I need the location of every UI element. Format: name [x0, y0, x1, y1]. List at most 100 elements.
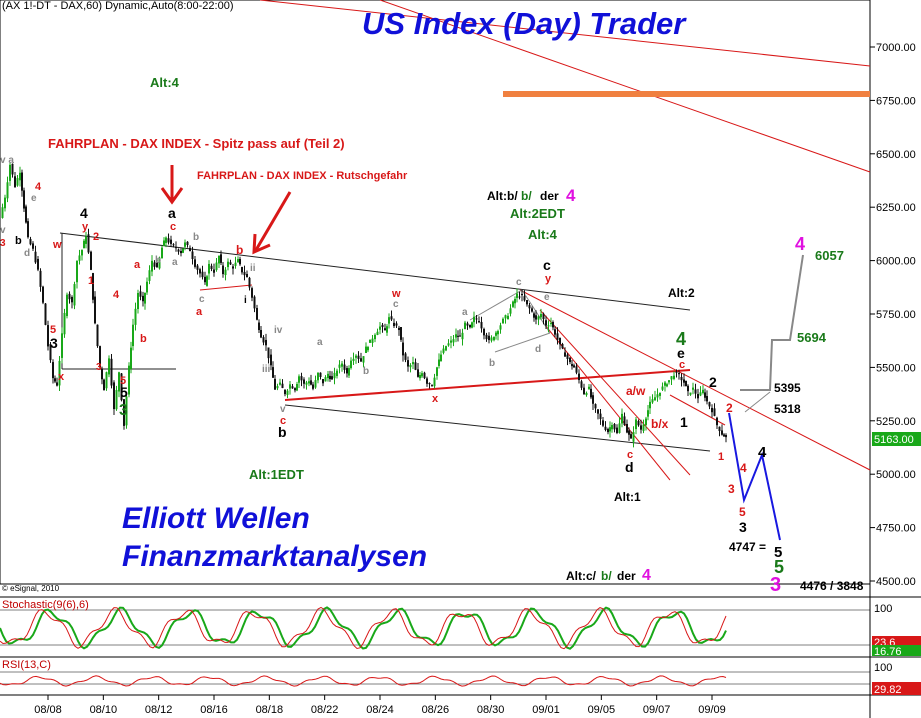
candle-body — [725, 434, 727, 438]
svg-text:4: 4 — [795, 234, 805, 254]
candle-body — [49, 344, 52, 361]
candle-body — [213, 269, 215, 273]
candle-body — [130, 347, 132, 370]
candle-body — [621, 413, 623, 424]
candle-body — [327, 373, 329, 379]
rsi-line — [0, 675, 727, 687]
svg-text:a/w: a/w — [626, 384, 646, 398]
candle-body — [428, 383, 431, 385]
candle-body — [457, 335, 459, 337]
svg-text:der: der — [617, 569, 636, 583]
svg-text:6057: 6057 — [815, 248, 844, 263]
candle-body — [659, 392, 661, 396]
candle-body — [186, 241, 189, 246]
candle-body — [163, 240, 165, 246]
candle-body — [656, 394, 659, 398]
candle-body — [298, 376, 300, 383]
candle-body — [355, 355, 357, 358]
candle-body — [108, 358, 110, 375]
branding: Elliott Wellen Finanzmarktanalysen — [122, 500, 427, 576]
candle-body — [229, 262, 232, 265]
svg-text:w: w — [52, 239, 62, 251]
svg-text:4: 4 — [676, 329, 686, 349]
candle-body — [76, 260, 78, 283]
candle-body — [279, 382, 281, 385]
candle-body — [189, 247, 191, 252]
candle-body — [580, 381, 583, 388]
svg-text:Alt:2EDT: Alt:2EDT — [510, 206, 565, 221]
candle-body — [635, 419, 637, 430]
y-tick-label: 5750.00 — [876, 309, 916, 321]
svg-text:5: 5 — [50, 324, 56, 336]
candle-body — [559, 337, 561, 345]
x-tick-label: 09/01 — [532, 704, 560, 716]
candle-body — [134, 308, 137, 325]
candle-body — [142, 295, 144, 302]
candle-body — [371, 338, 374, 343]
candle-body — [348, 368, 350, 376]
candle-body — [642, 424, 645, 431]
candle-body — [376, 331, 379, 335]
candle-body — [16, 178, 19, 186]
y-tick-label: 6250.00 — [876, 202, 916, 214]
candle-body — [204, 276, 206, 283]
candle-body — [99, 346, 101, 368]
svg-text:5: 5 — [739, 505, 746, 519]
candle-body — [206, 276, 208, 286]
candle-body — [475, 318, 478, 320]
candle-body — [512, 301, 514, 307]
candle-body — [128, 365, 130, 395]
candle-body — [148, 270, 151, 281]
svg-text:i: i — [244, 295, 247, 306]
candle-body — [604, 426, 607, 430]
candle-body — [628, 430, 630, 435]
candle-body — [379, 326, 381, 330]
candle-body — [258, 322, 260, 331]
candle-body — [362, 356, 365, 363]
candle-body — [713, 408, 716, 416]
svg-text:a: a — [172, 257, 178, 268]
candle-body — [509, 308, 512, 314]
candle-body — [369, 339, 371, 343]
svg-text:3: 3 — [728, 482, 735, 496]
candle-body — [286, 390, 289, 395]
x-tick-label: 09/07 — [643, 704, 671, 716]
candle-body — [105, 372, 108, 389]
stochastic-k-line — [0, 606, 727, 650]
candle-body — [314, 380, 317, 388]
svg-text:b: b — [363, 366, 369, 377]
candle-body — [390, 316, 393, 320]
candle-body — [333, 372, 336, 379]
svg-text:4: 4 — [35, 181, 42, 193]
candle-body — [161, 247, 163, 259]
candle-body — [180, 250, 182, 254]
candle-body — [704, 392, 706, 398]
candle-body — [575, 366, 578, 373]
candle-body — [535, 315, 537, 320]
candle-body — [699, 392, 702, 396]
candle-body — [537, 316, 540, 320]
candle-body — [191, 251, 194, 259]
rsi-level-100: 100 — [874, 662, 892, 674]
candle-body — [678, 373, 680, 375]
candle-body — [4, 197, 6, 209]
candle-body — [85, 236, 87, 244]
candle-body — [201, 271, 204, 278]
svg-text:4: 4 — [758, 444, 767, 461]
candle-body — [473, 316, 475, 323]
candle-body — [215, 262, 218, 271]
candle-body — [542, 313, 545, 320]
candle-body — [611, 425, 613, 430]
candle-body — [552, 322, 554, 328]
svg-text:w: w — [391, 288, 401, 300]
candle-body — [673, 375, 675, 379]
svg-text:5: 5 — [774, 544, 782, 561]
x-axis: 08/08 08/10 08/12 08/16 08/18 08/22 08/24 08/26… — [34, 695, 726, 716]
candle-body — [310, 380, 312, 385]
candle-body — [270, 354, 272, 366]
fahrplan-annotation-1: FAHRPLAN - DAX INDEX - Spitz pass auf (T… — [48, 136, 345, 151]
candle-body — [139, 291, 142, 297]
svg-text:b: b — [140, 333, 147, 345]
svg-text:a: a — [317, 337, 323, 348]
candle-body — [331, 376, 333, 380]
